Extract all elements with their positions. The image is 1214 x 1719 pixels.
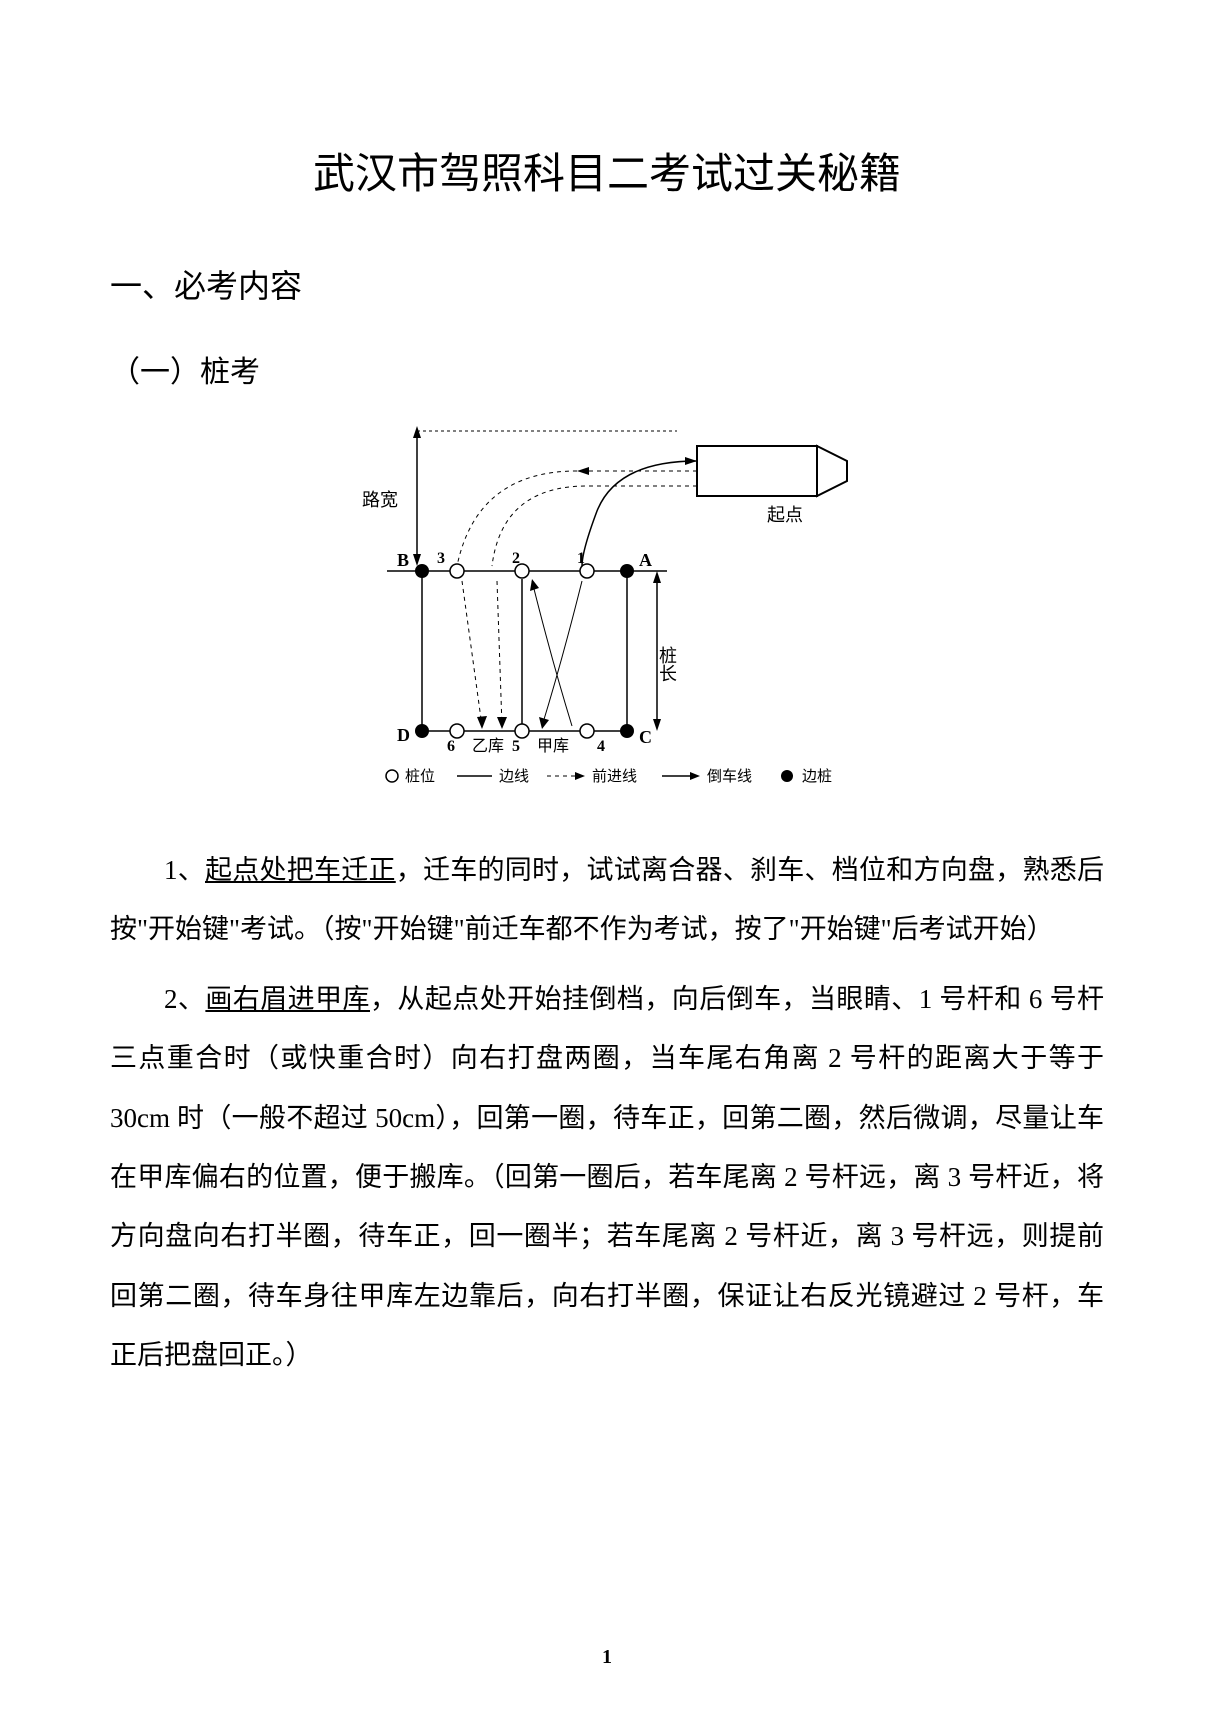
page-number: 1 bbox=[0, 1646, 1214, 1669]
svg-text:桩位: 桩位 bbox=[405, 768, 435, 785]
svg-text:边线: 边线 bbox=[499, 768, 529, 785]
svg-text:B: B bbox=[397, 550, 409, 570]
svg-text:A: A bbox=[639, 550, 652, 570]
svg-text:倒车线: 倒车线 bbox=[707, 768, 752, 785]
label-road-width: 路宽 bbox=[362, 490, 398, 510]
svg-text:桩长: 桩长 bbox=[657, 646, 677, 682]
svg-text:3: 3 bbox=[437, 550, 445, 567]
para2-underline: 画右眉进甲库 bbox=[205, 984, 370, 1014]
diagram-container: 路宽 起点 B A 3 2 1 bbox=[110, 411, 1104, 801]
svg-text:D: D bbox=[397, 725, 410, 745]
svg-text:乙库: 乙库 bbox=[472, 737, 504, 755]
svg-text:6: 6 bbox=[447, 738, 455, 755]
document-title: 武汉市驾照科目二考试过关秘籍 bbox=[110, 140, 1104, 201]
section-heading: 一、必考内容 bbox=[110, 261, 1104, 307]
pile-test-diagram: 路宽 起点 B A 3 2 1 bbox=[327, 411, 887, 801]
svg-text:前进线: 前进线 bbox=[592, 768, 637, 785]
svg-text:5: 5 bbox=[512, 738, 520, 755]
svg-text:1: 1 bbox=[577, 550, 585, 567]
subsection-heading: （一）桩考 bbox=[110, 347, 1104, 391]
svg-text:2: 2 bbox=[512, 550, 520, 567]
label-start: 起点 bbox=[767, 505, 803, 525]
paragraph-2: 2、画右眉进甲库，从起点处开始挂倒档，向后倒车，当眼睛、1 号杆和 6 号杆三点… bbox=[110, 970, 1104, 1386]
paragraph-1: 1、起点处把车迁正，迁车的同时，试试离合器、刹车、档位和方向盘，熟悉后按"开始键… bbox=[110, 841, 1104, 960]
svg-text:4: 4 bbox=[597, 738, 605, 755]
svg-text:甲库: 甲库 bbox=[537, 737, 569, 755]
svg-text:C: C bbox=[639, 727, 652, 747]
svg-text:边桩: 边桩 bbox=[802, 768, 832, 785]
para1-underline: 起点处把车迁正 bbox=[205, 855, 396, 885]
